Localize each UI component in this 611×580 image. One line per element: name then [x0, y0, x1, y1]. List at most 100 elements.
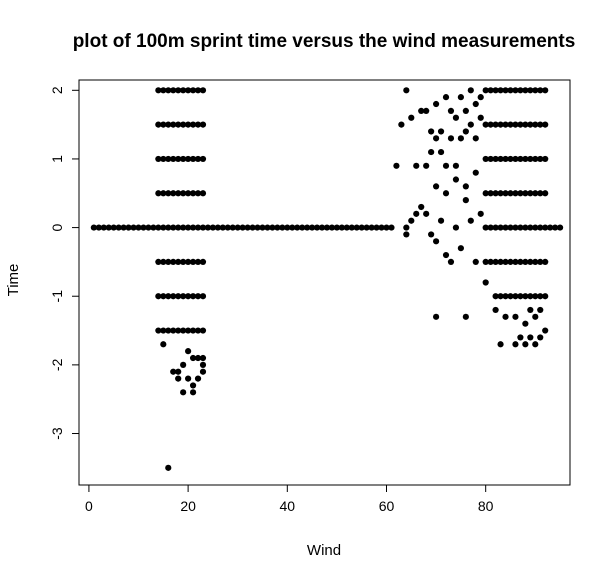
data-point — [175, 368, 182, 375]
data-point — [492, 258, 499, 266]
data-point — [487, 87, 494, 94]
data-point — [185, 375, 192, 382]
data-point — [542, 224, 549, 231]
data-point — [229, 224, 236, 231]
data-point — [497, 121, 504, 128]
y-tick-label: -3 — [49, 427, 65, 440]
data-point — [194, 327, 202, 334]
data-point — [477, 114, 484, 121]
data-point — [542, 190, 549, 197]
data-point — [477, 94, 484, 101]
data-point — [165, 224, 172, 231]
data-point — [160, 293, 167, 300]
x-axis: 0 20 40 60 80 — [85, 484, 494, 514]
data-point — [517, 121, 524, 128]
data-point — [175, 375, 182, 382]
data-point — [532, 190, 539, 197]
data-point — [482, 279, 489, 286]
data-point — [333, 224, 340, 231]
data-point — [462, 313, 469, 320]
data-point — [442, 94, 450, 101]
data-point — [185, 87, 192, 94]
data-point — [522, 87, 529, 94]
data-point — [432, 100, 440, 108]
data-point — [507, 224, 514, 231]
data-point — [388, 224, 395, 231]
data-point — [522, 121, 529, 128]
data-point — [358, 224, 365, 231]
data-point — [512, 224, 519, 231]
data-point — [532, 87, 539, 94]
data-point — [189, 258, 197, 266]
data-point — [120, 224, 127, 231]
data-point — [527, 190, 534, 197]
data-point — [442, 251, 450, 259]
data-point — [180, 361, 187, 368]
data-point — [199, 155, 207, 163]
data-point — [542, 87, 549, 94]
data-point — [165, 87, 172, 94]
data-point — [447, 107, 455, 114]
data-point — [432, 183, 440, 190]
data-point — [180, 190, 187, 197]
x-tick-label: 80 — [478, 498, 494, 514]
data-point — [517, 155, 524, 163]
data-point — [437, 217, 445, 224]
data-point — [517, 334, 524, 341]
data-point — [185, 190, 192, 197]
data-point — [155, 293, 162, 300]
data-point — [170, 87, 177, 94]
data-point — [432, 135, 440, 142]
y-tick-label: -2 — [49, 358, 65, 371]
data-point — [462, 128, 469, 135]
data-point — [160, 121, 167, 128]
data-point — [249, 224, 256, 231]
data-point — [189, 224, 197, 231]
data-point — [313, 224, 321, 231]
data-point — [165, 190, 172, 197]
data-point — [180, 121, 187, 128]
data-point — [165, 155, 172, 163]
data-point — [234, 224, 241, 231]
data-point — [279, 224, 286, 231]
data-point — [437, 148, 445, 156]
data-point — [199, 368, 207, 375]
data-point — [140, 224, 147, 231]
y-tick-label: 1 — [49, 155, 65, 163]
data-point — [189, 87, 197, 94]
data-point — [199, 190, 207, 197]
data-point — [512, 155, 519, 163]
data-point — [532, 313, 539, 320]
data-point — [542, 293, 549, 300]
data-point — [413, 210, 420, 217]
data-point — [517, 224, 524, 231]
data-point — [105, 224, 112, 231]
data-point — [170, 327, 177, 334]
data-point — [264, 224, 271, 231]
data-point — [512, 190, 519, 197]
data-point — [180, 224, 187, 231]
data-point — [125, 224, 132, 231]
data-point — [502, 155, 509, 163]
data-point — [452, 162, 460, 169]
data-point — [497, 224, 504, 231]
data-point — [507, 258, 514, 266]
data-point — [522, 341, 529, 348]
data-point — [428, 148, 435, 156]
data-point — [457, 135, 464, 142]
data-point — [492, 121, 499, 128]
data-point — [542, 327, 549, 334]
data-point — [467, 87, 474, 94]
data-point — [497, 155, 504, 163]
data-point — [487, 258, 494, 266]
data-point — [175, 224, 182, 231]
data-point — [170, 121, 177, 128]
data-point — [175, 87, 182, 94]
data-point — [323, 224, 331, 231]
data-point — [170, 155, 177, 163]
data-point — [477, 210, 484, 217]
data-point — [373, 224, 380, 231]
plot-frame — [78, 79, 571, 486]
data-point — [115, 224, 122, 231]
y-tick-label: 2 — [49, 86, 65, 94]
